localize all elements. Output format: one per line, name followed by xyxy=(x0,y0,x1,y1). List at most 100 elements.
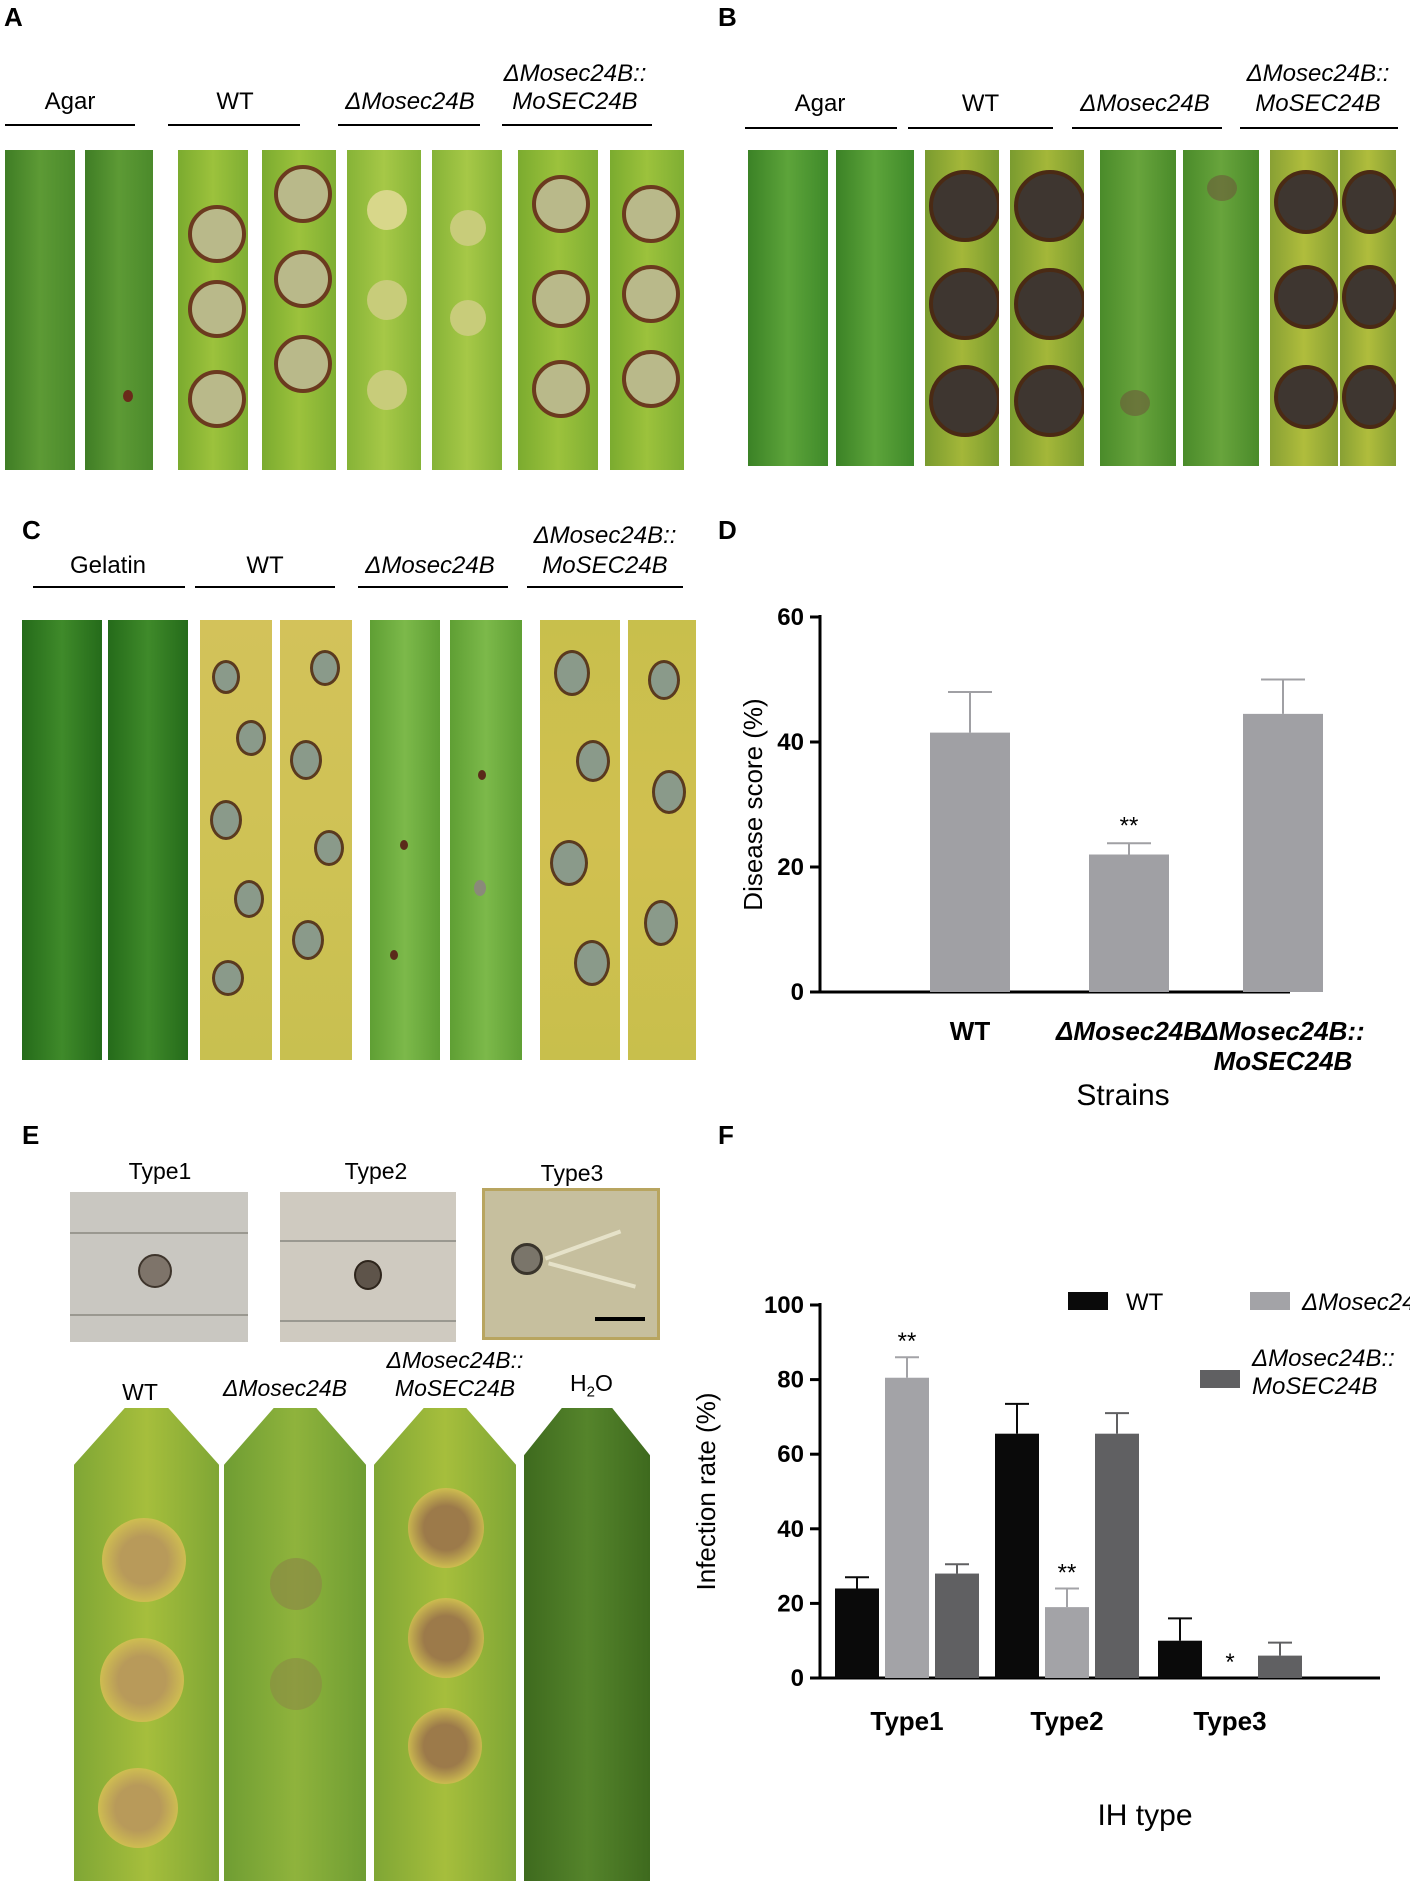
panel-b-label-mutant: ΔMosec24B xyxy=(1080,90,1210,117)
panel-a-lesion xyxy=(274,335,332,393)
panel-b-letter: B xyxy=(718,2,737,32)
panel-a-leaf-wt-1 xyxy=(178,150,248,470)
panel-c-spot xyxy=(478,770,486,780)
scale-bar xyxy=(595,1317,645,1321)
panel-c-lesion xyxy=(212,960,244,996)
panel-c-lesion xyxy=(310,650,340,686)
panel-a-lesion xyxy=(532,175,590,233)
panel-e-lesion xyxy=(100,1638,184,1722)
panel-c-leaf-gelatin-2 xyxy=(108,620,188,1060)
panel-d-letter: D xyxy=(718,515,737,545)
panel-e-leaf-label-comp-2: MoSEC24B xyxy=(394,1375,516,1401)
panel-c-label-wt: WT xyxy=(246,552,284,579)
panel-c-spot xyxy=(390,950,398,960)
x-tick-label: Type1 xyxy=(870,1706,943,1736)
y-tick-label: 20 xyxy=(777,1590,804,1617)
x-tick-label: ΔMosec24B xyxy=(1055,1016,1202,1046)
panel-b-lesion xyxy=(1014,268,1084,340)
panel-a-lesion xyxy=(367,280,407,320)
panel-c-leaf-comp-2 xyxy=(628,620,696,1060)
panel-b-lesion xyxy=(1342,365,1396,429)
y-tick-label: 40 xyxy=(777,729,804,756)
panel-b-lesion xyxy=(1207,175,1237,201)
panel-b-line-mutant xyxy=(1072,127,1222,129)
cell-wall xyxy=(280,1240,456,1242)
panel-c-line-comp xyxy=(527,586,683,588)
panel-b-lesion xyxy=(929,365,999,437)
panel-a-label-comp-1: ΔMosec24B:: xyxy=(503,60,647,87)
panel-a-lesion xyxy=(188,370,246,428)
panel-c-lesion xyxy=(550,840,588,886)
invasive-hypha xyxy=(544,1229,622,1261)
panel-c-label-comp-2: MoSEC24B xyxy=(542,552,668,579)
legend-label: ΔMosec24B:: xyxy=(1251,1345,1395,1372)
bar xyxy=(1095,1433,1139,1678)
panel-b-line-wt xyxy=(908,127,1053,129)
panel-a-lesion xyxy=(188,205,246,263)
panel-b-leaf-wt-1 xyxy=(925,150,999,466)
panel-e-lesion xyxy=(270,1558,322,1610)
panel-b-lesion xyxy=(1342,170,1396,234)
panel-c-line-wt xyxy=(195,586,335,588)
panel-e-letter: E xyxy=(22,1120,40,1150)
panel-c-lesion xyxy=(314,830,344,866)
panel-c-lesion xyxy=(236,720,266,756)
y-tick-label: 60 xyxy=(777,1441,804,1468)
panel-a-lesion xyxy=(274,165,332,223)
panel-c-lesion xyxy=(212,660,240,694)
panel-e-lesion xyxy=(98,1768,178,1848)
panel-c-leaf-wt-2 xyxy=(280,620,352,1060)
y-tick-label: 20 xyxy=(777,854,804,881)
panel-a-lesion xyxy=(532,270,590,328)
panel-b-lesion xyxy=(1342,265,1396,329)
bar xyxy=(995,1433,1039,1678)
panel-b-leaf-agar-2 xyxy=(836,150,914,466)
y-axis-title: Infection rate (%) xyxy=(691,1393,721,1591)
panel-e-type3-label: Type3 xyxy=(540,1160,604,1186)
panel-c-spot xyxy=(474,880,486,896)
panel-a-label-wt: WT xyxy=(216,88,254,115)
panel-a-leaf-wt-2 xyxy=(262,150,336,470)
panel-c-lesion xyxy=(292,920,324,960)
bar xyxy=(1158,1640,1202,1678)
panel-b-lesion xyxy=(1274,170,1338,234)
y-axis-title: Disease score (%) xyxy=(738,698,768,910)
panel-e-leaf-comp xyxy=(374,1408,516,1881)
panel-a-lesion xyxy=(622,350,680,408)
panel-a-lesion xyxy=(450,210,486,246)
panel-b-leaf-wt-2 xyxy=(1010,150,1084,466)
cell-wall xyxy=(280,1320,456,1322)
panel-c-spot xyxy=(400,840,408,850)
panel-a-line-agar xyxy=(5,124,135,126)
cell-wall xyxy=(70,1314,248,1316)
significance-marker: ** xyxy=(898,1328,917,1355)
y-tick-label: 40 xyxy=(777,1516,804,1543)
panel-a-label-mutant: ΔMosec24B xyxy=(345,88,475,115)
panel-a-leaf-agar-2 xyxy=(85,150,153,470)
panel-b-lesion xyxy=(1014,170,1084,242)
panel-a-lesion xyxy=(450,300,486,336)
h2o-o: O xyxy=(594,1370,613,1396)
legend-swatch xyxy=(1200,1370,1240,1388)
bar xyxy=(1258,1655,1302,1678)
x-tick-label: Type2 xyxy=(1030,1706,1103,1736)
panel-b-lesion xyxy=(1014,365,1084,437)
panel-a-line-mutant xyxy=(338,124,480,126)
bar xyxy=(1243,713,1323,992)
panel-b-lesion xyxy=(929,268,999,340)
panel-e-micro-type2 xyxy=(280,1192,456,1342)
panel-b-label-comp-1: ΔMosec24B:: xyxy=(1246,60,1390,87)
panel-b-leaf-agar-1 xyxy=(748,150,828,466)
panel-b-leaf-comp-1 xyxy=(1270,150,1338,466)
y-tick-label: 60 xyxy=(777,604,804,631)
significance-marker: ** xyxy=(1058,1559,1077,1586)
panel-c-lesion xyxy=(576,740,610,782)
panel-a-line-comp xyxy=(502,124,652,126)
panel-a-lesion xyxy=(622,265,680,323)
panel-a-label-comp-2: MoSEC24B xyxy=(512,88,638,115)
h2o-subscript: 2 xyxy=(586,1383,595,1401)
panel-a-leaf-mutant-1 xyxy=(347,150,421,470)
panel-e-leaf-wt xyxy=(74,1408,219,1881)
